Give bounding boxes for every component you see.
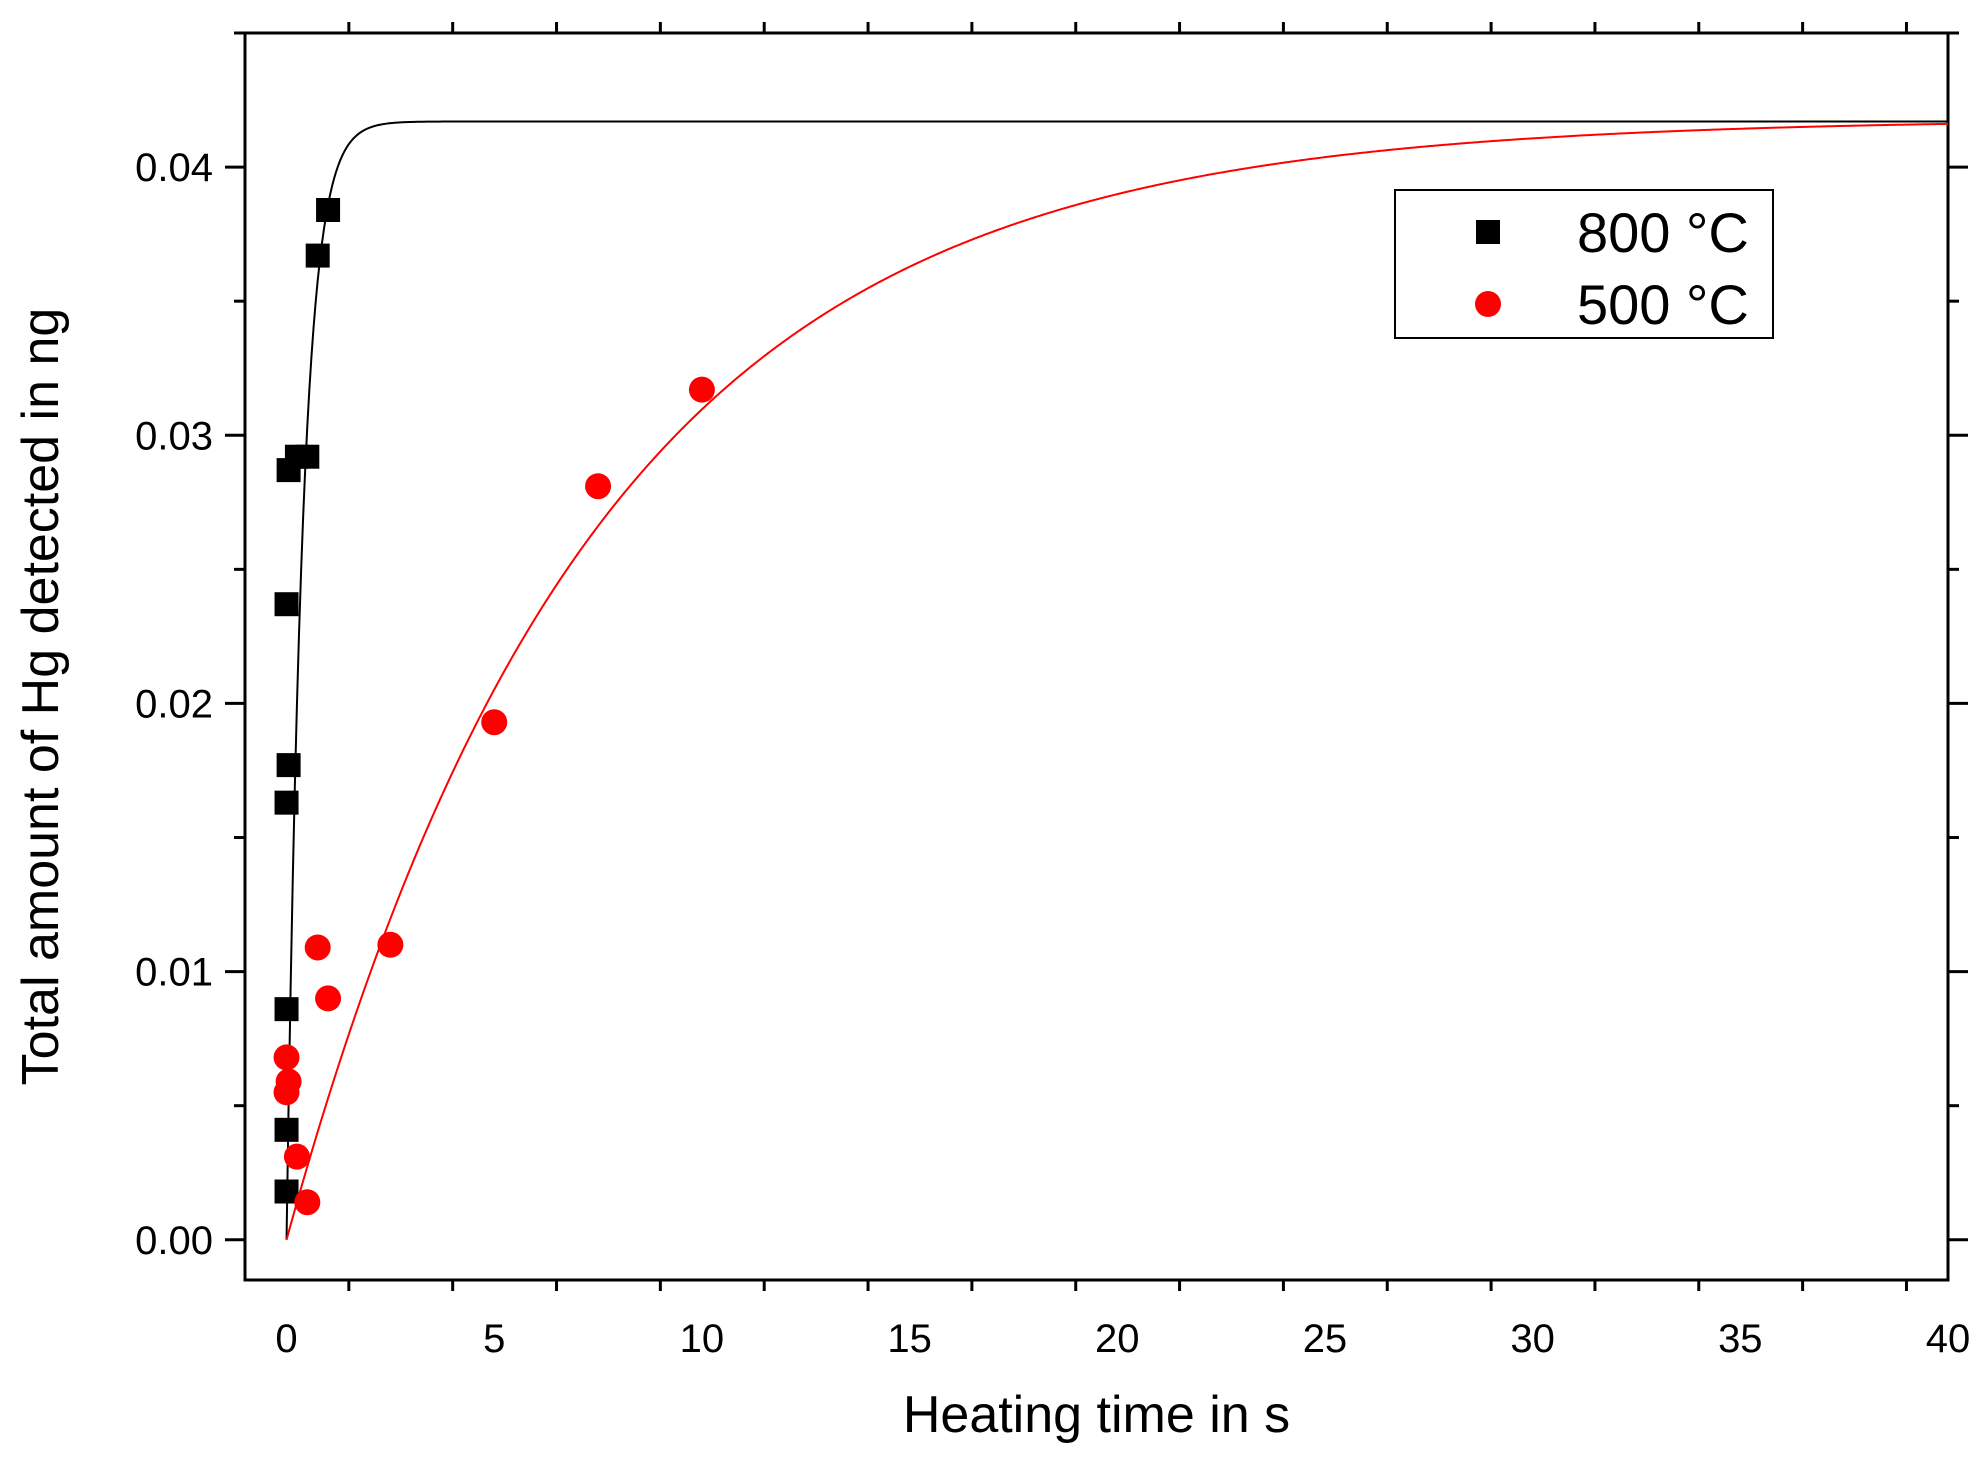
data-point: [276, 753, 301, 778]
data-point: [304, 934, 331, 961]
data-point: [585, 473, 612, 500]
series-points: [274, 197, 341, 1204]
legend-item: 800 °C: [1476, 201, 1749, 264]
x-tick-label: 5: [483, 1317, 505, 1361]
data-point: [316, 197, 341, 222]
x-tick-label: 25: [1303, 1317, 1348, 1361]
data-point: [295, 444, 320, 469]
fit-curves: [285, 120, 1949, 1241]
plot-border: [243, 31, 1950, 1282]
x-tick-label: 10: [680, 1317, 725, 1361]
data-point: [481, 709, 508, 736]
x-tick-label: 20: [1095, 1317, 1140, 1361]
y-tick-label: 0.04: [135, 146, 213, 190]
y-tick-label: 0.02: [135, 682, 213, 726]
legend-item: 500 °C: [1475, 273, 1749, 336]
data-point: [274, 1179, 299, 1204]
data-point: [315, 985, 342, 1012]
legend-marker: [1476, 220, 1500, 244]
data-points: [273, 197, 715, 1216]
data-point: [305, 243, 330, 268]
data-point: [274, 1117, 299, 1142]
fit-curve: [285, 122, 1949, 1241]
data-point: [294, 1189, 321, 1216]
x-tick-label: 40: [1926, 1317, 1971, 1361]
data-point: [274, 790, 299, 815]
legend-box: [1394, 189, 1774, 339]
x-tick-label: 35: [1718, 1317, 1763, 1361]
y-axis: 0.00 0.01 0.02 0.03 0.04: [135, 31, 1968, 1263]
data-point: [688, 376, 715, 403]
data-point: [273, 1044, 300, 1071]
y-tick-label: 0.01: [135, 951, 213, 995]
data-point: [377, 931, 404, 958]
legend: 800 °C 500 °C: [1394, 189, 1774, 339]
x-tick-label: 0: [275, 1317, 297, 1361]
data-point: [283, 1143, 310, 1170]
legend-label: 800 °C: [1577, 201, 1749, 264]
data-point: [274, 997, 299, 1022]
plot-frame: [243, 31, 1950, 1282]
y-tick-label: 0.03: [135, 414, 213, 458]
x-tick-label: 15: [887, 1317, 932, 1361]
fit-curve: [285, 120, 1948, 1240]
data-point: [274, 592, 299, 617]
x-axis: 0 5 10 15 20 25 30 35 40: [275, 22, 1970, 1361]
data-point: [275, 1068, 302, 1095]
series-points: [273, 376, 715, 1216]
legend-marker: [1475, 291, 1501, 317]
y-axis-title: Total amount of Hg detected in ng: [12, 308, 70, 1086]
x-tick-label: 30: [1510, 1317, 1555, 1361]
y-tick-label: 0.00: [135, 1219, 213, 1263]
x-axis-title: Heating time in s: [903, 1386, 1290, 1444]
legend-label: 500 °C: [1577, 273, 1749, 336]
